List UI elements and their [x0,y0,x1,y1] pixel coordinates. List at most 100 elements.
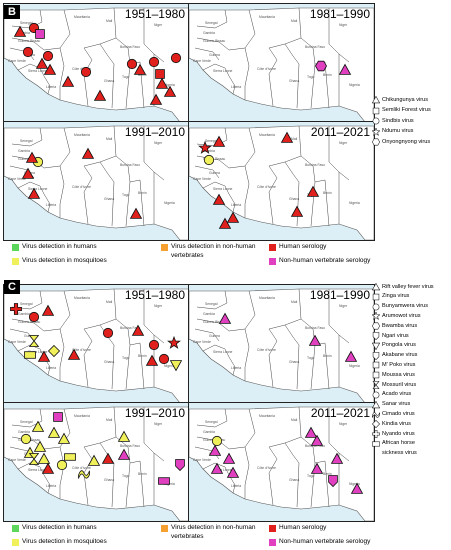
map-marker-circle [148,56,160,68]
country-label: Sierra Leone [28,468,48,472]
circle-icon [372,303,380,310]
country-label: Benin [323,73,332,77]
virus-legend-item: African horse [382,440,415,447]
map-marker-triangle [372,400,380,408]
map-marker-triangle [117,448,131,460]
map-marker-wave [372,412,380,419]
country-label: Togo [122,75,129,79]
map-marker-star [372,312,380,321]
map-marker-square [372,107,380,114]
virus-legend-item: Bunyamwera virus [382,303,429,310]
map-b-1991-2010: MauritaniaMaliNigerSenegalGambiaGuinea-B… [3,121,190,241]
country-label: Mali [291,137,297,141]
country-label: Burkina Faso [120,163,140,167]
map-marker-diamond [372,420,380,429]
map-marker-triangle [37,350,51,362]
key-non-human-1: Virus detection in non-human [171,243,256,250]
map-marker-down [169,360,183,372]
country-label: Nigeria [164,201,175,205]
map-marker-triangle [338,63,352,75]
country-label: Ghana [104,360,114,364]
country-label: Sierra Leone [213,350,233,354]
country-label: Guinea-Bissau [203,157,225,161]
triangle-icon [372,283,380,291]
map-marker-triangle [131,324,145,336]
map-marker-circle [126,58,138,70]
map-marker-triangle [33,440,47,452]
country-label: Guinea-Bissau [18,320,40,324]
virus-legend-item: Zinga virus [382,293,410,300]
virus-legend-item: Mossuril virus [382,381,417,388]
country-label: Ghana [289,197,299,201]
map-marker-triangle [145,354,159,366]
hexagon-icon [372,322,380,330]
country-label: Togo [307,474,314,478]
map-marker-triangle [47,426,61,438]
country-label: Gambia [18,430,30,434]
map-marker-hourglass [28,335,40,347]
map-marker-triangle [163,85,177,97]
country-label: Senegal [20,139,33,143]
map-marker-triangle [212,135,226,147]
key-mosquitoes: Virus detection in mosquitoes [22,257,107,264]
virus-legend-item: Acado virus [382,391,412,398]
period-label: 1991–2010 [124,125,185,139]
map-marker-triangle [35,57,49,69]
country-label: Senegal [205,302,218,306]
country-label: Guinea-Bissau [18,39,40,43]
country-label: Cape Verde [8,458,26,462]
country-label: Niger [154,304,163,308]
map-marker-triangle [43,63,57,75]
country-label: Nigeria [164,83,175,87]
map-marker-circle [203,154,215,166]
swatch-non-human-serology [269,258,276,265]
country-label: Benin [323,354,332,358]
map-marker-rect [64,453,76,461]
virus-legend-item: Moussa virus [382,371,415,378]
map-marker-square [372,293,380,300]
map-marker-circle [20,433,32,445]
map-marker-triangle [67,348,81,360]
map-marker-square [35,29,45,39]
country-label: Mauritania [259,133,275,137]
map-marker-triangle [31,420,45,432]
virus-legend-item: Ngari virus [382,332,409,339]
map-marker-triangle [226,211,240,223]
country-label: Liberia [46,203,56,207]
country-label: Nigeria [349,482,360,486]
map-marker-square [53,412,63,422]
country-label: Senegal [205,21,218,25]
country-label: Senegal [205,139,218,143]
map-marker-circle [28,311,40,323]
arrow-icon [372,400,380,408]
map-marker-circle [56,459,68,471]
map-marker-triangle [290,205,304,217]
period-label: 1981–1990 [309,288,370,302]
map-marker-rect [158,477,170,485]
country-label: Sierra Leone [28,69,48,73]
map-marker-star [372,127,380,136]
map-marker-triangle [155,77,169,89]
country-label: Sierra Leone [213,69,233,73]
map-c-1991-2010: MauritaniaMaliNigerSenegalGambiaGuinea-B… [3,402,190,522]
swatch-humans [12,525,19,532]
map-marker-circle [211,435,223,447]
country-label: Nigeria [349,83,360,87]
period-label: 1951–1980 [124,288,185,302]
panel-letter-c: C [4,280,20,294]
country-label: Sierra Leone [28,187,48,191]
country-label: Mali [106,137,112,141]
map-marker-triangle [101,452,115,464]
map-marker-triangle [25,151,39,163]
country-label: Gambia [18,312,30,316]
country-label: Mali [106,300,112,304]
map-marker-triangle [208,444,222,456]
country-label: Mauritania [74,133,90,137]
country-label: Benin [138,472,147,476]
map-marker-triangle [133,63,147,75]
key-human-serology: Human serology [279,243,327,250]
country-label: Nigeria [349,201,360,205]
swatch-mosquitoes [12,539,19,546]
swatch-non-human [161,244,168,251]
country-label: Mali [106,418,112,422]
